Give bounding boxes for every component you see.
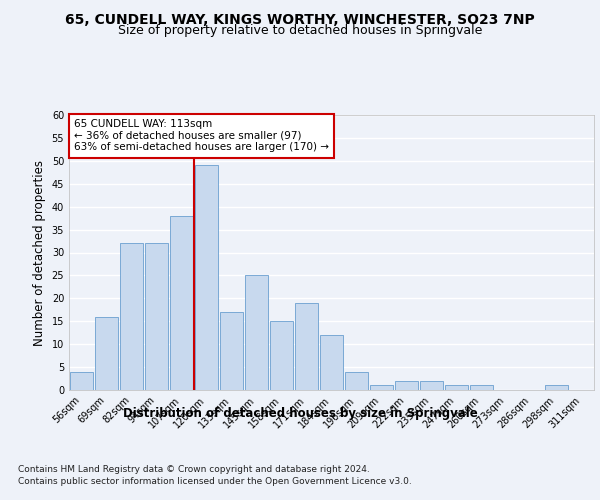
Text: Contains HM Land Registry data © Crown copyright and database right 2024.: Contains HM Land Registry data © Crown c…	[18, 465, 370, 474]
Text: 65, CUNDELL WAY, KINGS WORTHY, WINCHESTER, SO23 7NP: 65, CUNDELL WAY, KINGS WORTHY, WINCHESTE…	[65, 12, 535, 26]
Bar	[445, 386, 469, 390]
Bar	[395, 381, 418, 390]
Bar	[220, 312, 244, 390]
Bar	[119, 244, 143, 390]
Bar	[70, 372, 94, 390]
Bar	[344, 372, 368, 390]
Bar	[170, 216, 193, 390]
Text: 65 CUNDELL WAY: 113sqm
← 36% of detached houses are smaller (97)
63% of semi-det: 65 CUNDELL WAY: 113sqm ← 36% of detached…	[74, 119, 329, 152]
Bar	[95, 316, 118, 390]
Bar	[470, 386, 493, 390]
Bar	[295, 303, 319, 390]
Bar	[419, 381, 443, 390]
Text: Contains public sector information licensed under the Open Government Licence v3: Contains public sector information licen…	[18, 478, 412, 486]
Bar	[320, 335, 343, 390]
Y-axis label: Number of detached properties: Number of detached properties	[33, 160, 46, 346]
Bar	[245, 276, 268, 390]
Bar	[145, 244, 169, 390]
Bar	[269, 322, 293, 390]
Bar	[370, 386, 394, 390]
Bar	[194, 166, 218, 390]
Text: Size of property relative to detached houses in Springvale: Size of property relative to detached ho…	[118, 24, 482, 37]
Bar	[545, 386, 568, 390]
Text: Distribution of detached houses by size in Springvale: Distribution of detached houses by size …	[122, 408, 478, 420]
